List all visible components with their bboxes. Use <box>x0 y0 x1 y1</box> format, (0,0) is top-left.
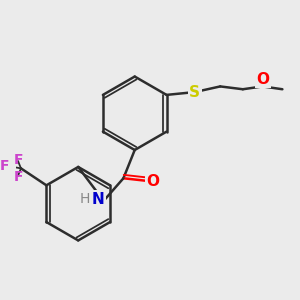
Text: F: F <box>0 158 9 172</box>
Text: F: F <box>14 170 23 184</box>
Text: F: F <box>14 153 23 167</box>
Text: O: O <box>147 174 160 189</box>
Text: S: S <box>189 85 200 100</box>
Text: O: O <box>256 72 269 87</box>
Text: N: N <box>92 192 104 207</box>
Text: H: H <box>80 193 91 206</box>
